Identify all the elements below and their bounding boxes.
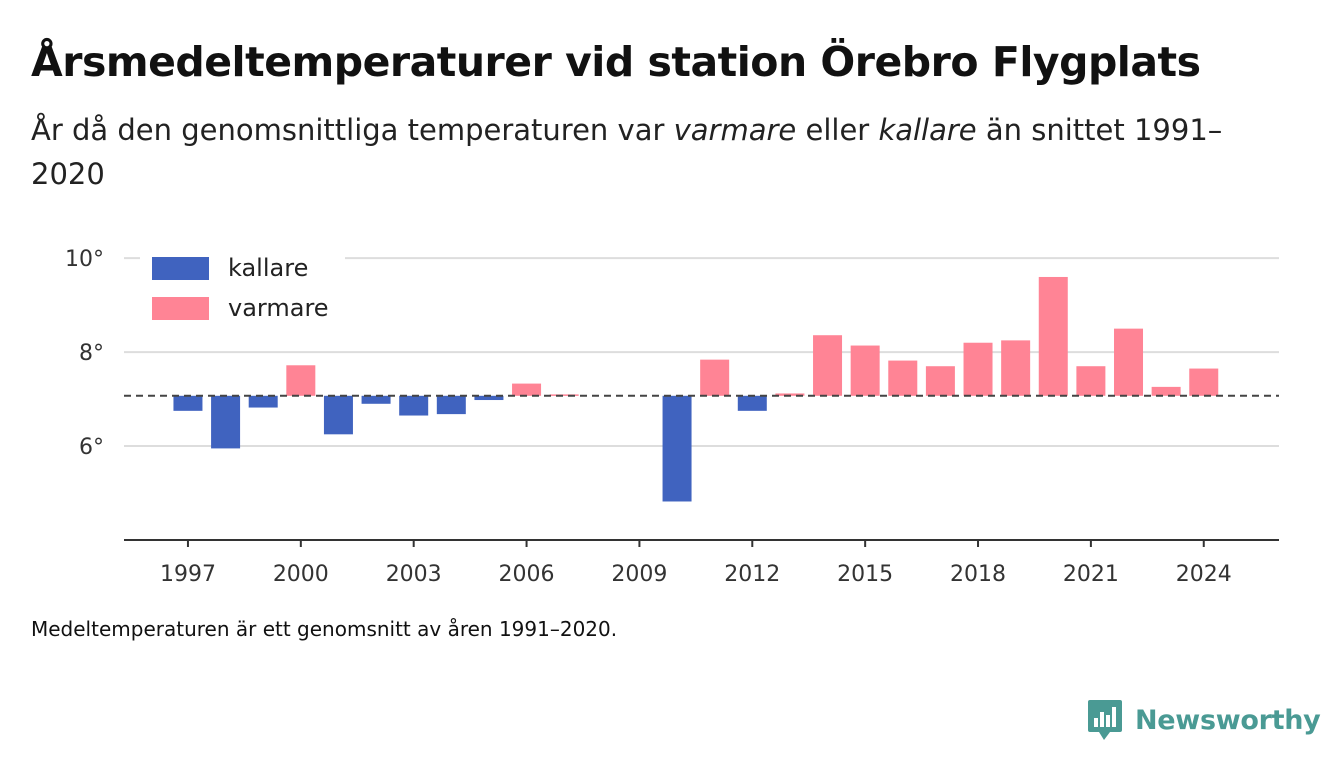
chart-subtitle: År då den genomsnittliga temperaturen va…	[31, 108, 1251, 196]
bar-warmer	[1151, 386, 1181, 396]
subtitle-warmer-word: varmare	[673, 113, 797, 147]
subtitle-part3: än snittet 1991–2020	[31, 113, 1223, 191]
bar-colder	[361, 395, 391, 404]
newsworthy-logo-icon	[1087, 698, 1123, 742]
bar-warmer	[1114, 328, 1144, 396]
bar-warmer	[286, 365, 316, 396]
bar-colder	[399, 395, 429, 416]
brand-name: Newsworthy	[1135, 704, 1321, 736]
legend-label: kallare	[228, 254, 308, 282]
bar-colder	[474, 395, 504, 401]
subtitle-part1: År då den genomsnittliga temperaturen va…	[31, 113, 674, 147]
x-tick-label: 2012	[724, 562, 780, 587]
bars	[173, 276, 1219, 502]
bar-warmer	[925, 366, 955, 396]
y-tick-label: 8°	[79, 341, 104, 366]
subtitle-colder-word: kallare	[878, 113, 977, 147]
bar-warmer	[700, 359, 730, 396]
x-tick-label: 2024	[1176, 562, 1232, 587]
bar-warmer	[888, 360, 918, 396]
x-tick-label: 2021	[1063, 562, 1119, 587]
bar-chart: 6° 8° 10° 1997 2000 2003 2006 2009 2012 2015 2018 2…	[65, 247, 1279, 587]
bar-warmer	[1001, 340, 1031, 396]
y-tick-label: 10°	[65, 247, 104, 272]
bar-colder	[323, 395, 353, 435]
footnote: Medeltemperaturen är ett genomsnitt av å…	[31, 617, 618, 641]
bar-warmer	[775, 393, 805, 396]
chart-title: Årsmedeltemperaturer vid station Örebro …	[31, 38, 1201, 86]
bar-colder	[173, 395, 203, 411]
legend-label: varmare	[228, 294, 329, 322]
legend: kallare varmare	[140, 250, 345, 350]
x-tick-label: 2015	[837, 562, 893, 587]
axes: 6° 8° 10° 1997 2000 2003 2006 2009 2012 2015 2018 2…	[65, 247, 1279, 587]
bar-warmer	[549, 394, 579, 396]
y-tick-label: 6°	[79, 435, 104, 460]
brand[interactable]: Newsworthy	[1087, 698, 1321, 742]
x-tick-label: 2003	[386, 562, 442, 587]
bar-warmer	[512, 383, 542, 396]
bar-warmer	[1076, 366, 1106, 396]
subtitle-part2: eller	[796, 113, 879, 147]
x-tick-label: 2018	[950, 562, 1006, 587]
bar-warmer	[850, 345, 880, 396]
bar-colder	[436, 395, 466, 415]
x-tick-label: 2009	[611, 562, 667, 587]
legend-swatch	[152, 297, 209, 320]
bar-warmer	[1038, 276, 1068, 396]
bar-warmer	[813, 335, 843, 396]
x-tick-label: 2000	[273, 562, 329, 587]
legend-swatch	[152, 257, 209, 280]
bar-warmer	[1189, 368, 1219, 396]
bar-colder	[662, 395, 692, 502]
bar-colder	[248, 395, 278, 408]
bar-colder	[211, 395, 241, 449]
bar-warmer	[963, 342, 993, 396]
x-tick-label: 1997	[160, 562, 216, 587]
x-tick-label: 2006	[499, 562, 555, 587]
bar-colder	[737, 395, 767, 411]
